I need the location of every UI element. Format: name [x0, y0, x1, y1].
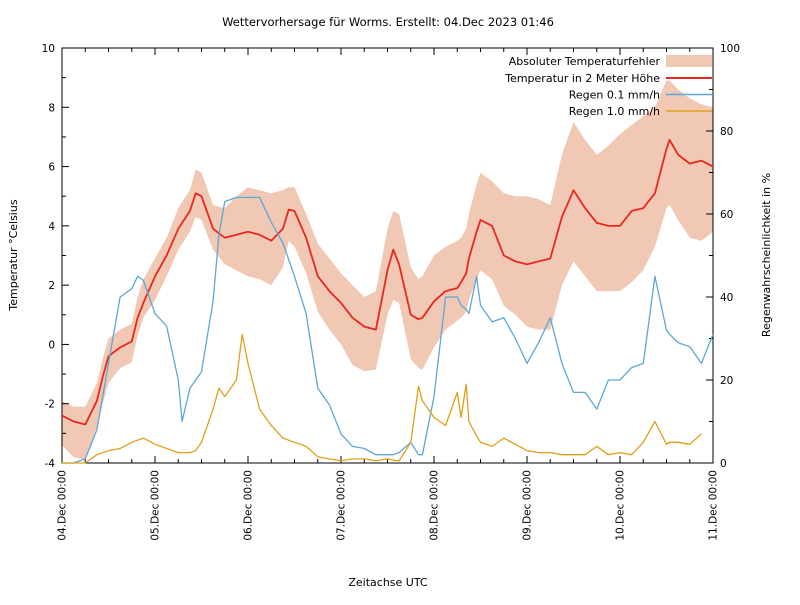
legend-entry-label: Absoluter Temperaturfehler: [509, 55, 661, 68]
y-right-tick-label: 20: [720, 375, 733, 387]
legend: Absoluter Temperaturfehler Temperatur in …: [504, 55, 712, 118]
x-tick-label: 05.Dec 00:00: [150, 470, 162, 541]
legend-entry-label: Regen 1.0 mm/h: [569, 105, 660, 118]
y-axis-label-left: Temperatur °Celsius: [7, 199, 20, 311]
tick-labels-layer: 04.Dec 00:00 05.Dec 00:00 06.Dec 00:00 07.D…: [42, 43, 740, 541]
x-tick-label: 10.Dec 00:00: [615, 470, 627, 541]
legend-entry: Regen 1.0 mm/h: [569, 105, 712, 118]
y-left-tick-label: 6: [48, 162, 55, 174]
legend-entry: Temperatur in 2 Meter Höhe: [504, 72, 712, 85]
x-tick-label: 04.Dec 00:00: [57, 470, 69, 541]
legend-entry: Absoluter Temperaturfehler: [509, 55, 712, 68]
y-right-tick-label: 0: [720, 458, 727, 470]
rain-01-line: [62, 196, 714, 464]
y-left-tick-label: -4: [45, 458, 56, 470]
plot-border: [61, 47, 714, 464]
x-tick-label: 06.Dec 00:00: [243, 470, 255, 541]
legend-entry: Regen 0.1 mm/h: [569, 89, 712, 102]
data-series-layer: [61, 139, 714, 464]
y-right-tick-label: 80: [720, 126, 733, 138]
legend-entry-label: Temperatur in 2 Meter Höhe: [504, 72, 660, 85]
y-right-tick-label: 40: [720, 292, 733, 304]
y-right-tick-label: 60: [720, 209, 733, 221]
y-left-tick-label: -2: [45, 399, 55, 411]
y-axis-label-right: Regenwahrscheinlichkeit in %: [760, 173, 773, 337]
temperature-line: [61, 139, 714, 426]
x-tick-label: 09.Dec 00:00: [522, 470, 534, 541]
rain-10-line: [62, 333, 702, 464]
y-left-tick-label: 4: [48, 221, 55, 233]
x-tick-label: 08.Dec 00:00: [429, 470, 441, 541]
x-axis-label: Zeitachse UTC: [348, 576, 428, 589]
legend-entry-label: Regen 0.1 mm/h: [569, 89, 660, 102]
y-left-tick-label: 8: [48, 102, 55, 114]
x-tick-label: 11.Dec 00:00: [708, 470, 720, 541]
plot-border-layer: [61, 47, 714, 464]
y-left-tick-label: 0: [48, 339, 55, 351]
y-left-tick-label: 2: [48, 280, 55, 292]
legend-band-swatch: [666, 55, 712, 67]
y-left-tick-label: 10: [42, 43, 55, 55]
chart-title: Wettervorhersage für Worms. Erstellt: 04…: [222, 15, 554, 29]
y-right-tick-label: 100: [720, 43, 740, 55]
x-tick-label: 07.Dec 00:00: [336, 470, 348, 541]
